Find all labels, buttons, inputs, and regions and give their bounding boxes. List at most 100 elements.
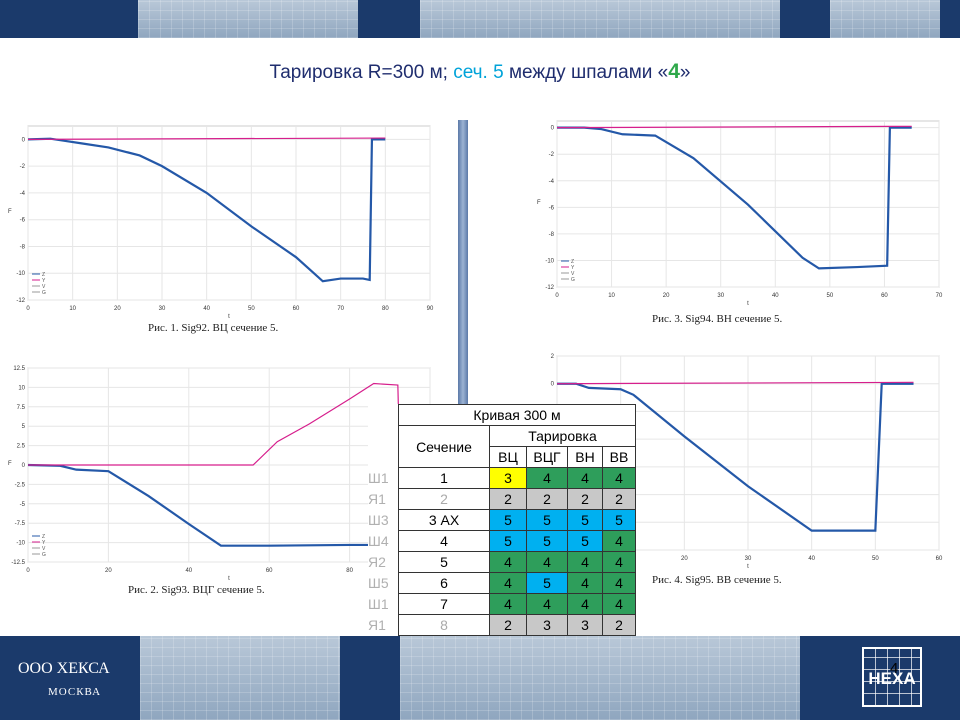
vertical-divider (458, 120, 468, 420)
title-section: сеч. 5 (453, 62, 504, 83)
cell-value: 4 (602, 467, 636, 489)
cell-value: 5 (526, 509, 568, 531)
y-tick-label: 2.5 (17, 444, 26, 450)
y-tick-label: -4 (20, 191, 26, 197)
y-tick-label: -12 (16, 298, 25, 304)
legend-label: V (571, 271, 575, 277)
x-tick-label: 20 (105, 568, 112, 574)
cell-value: 2 (526, 488, 568, 510)
header-calibration: Тарировка (489, 425, 636, 447)
y-tick-label: -10 (16, 271, 25, 277)
cell-value: 4 (489, 551, 527, 573)
row-label: Ш5 (368, 572, 399, 594)
cell-value: 3 (526, 614, 568, 636)
row-label: Ш1 (368, 467, 399, 489)
footer-mesh-left (140, 636, 340, 720)
x-tick-label: 30 (745, 556, 752, 562)
y-tick-label: 2 (551, 354, 555, 360)
slide-title: Тарировка R=300 м; сеч. 5 между шпалами … (0, 60, 960, 84)
row-section: 1 (398, 467, 490, 489)
row-label: Ш1 (368, 593, 399, 615)
cell-value: 5 (526, 572, 568, 594)
y-axis-label: F (8, 461, 12, 467)
y-tick-label: -8 (20, 244, 26, 250)
legend-label: Z (42, 534, 45, 540)
x-tick-label: 0 (555, 293, 559, 299)
caption-fig3: Рис. 3. Sig94. ВН сечение 5. (652, 313, 783, 325)
x-tick-label: 50 (248, 306, 255, 312)
cell-value: 4 (489, 593, 527, 615)
company-name: ООО ХЕКСА (18, 660, 110, 677)
chart-sig92: 0 10 20 30 40 50 60 70 80 90 0 -2 -4 -6 -8 -10 -12 t F Z Y V G (4, 120, 436, 320)
legend-label: Y (571, 265, 575, 271)
legend-label: G (571, 277, 575, 283)
bottom-banner (0, 636, 960, 720)
caption-fig4: Рис. 4. Sig95. ВВ сечение 5. (652, 574, 782, 586)
legend-label: Z (42, 272, 45, 278)
x-tick-label: 60 (293, 306, 300, 312)
cell-value: 2 (489, 488, 527, 510)
x-tick-label: 70 (337, 306, 344, 312)
x-axis-label: t (228, 314, 230, 320)
footer-mesh-center (400, 636, 800, 720)
x-tick-label: 40 (808, 556, 815, 562)
y-tick-label: -10 (545, 258, 554, 264)
legend-label: Y (42, 540, 46, 546)
cell-value: 5 (567, 530, 603, 552)
legend-label: V (42, 546, 46, 552)
cell-value: 4 (602, 593, 636, 615)
y-tick-label: 10 (18, 385, 25, 391)
series-line-Z (27, 137, 386, 283)
title-part3: между шпалами « (503, 62, 669, 83)
y-tick-label: -5 (20, 502, 26, 508)
row-section: 4 (398, 530, 490, 552)
y-axis-label: F (537, 200, 541, 206)
x-tick-label: 50 (827, 293, 834, 299)
cell-value: 4 (526, 593, 568, 615)
y-tick-label: -12.5 (11, 560, 25, 566)
cell-value: 4 (602, 530, 636, 552)
cell-value: 4 (567, 593, 603, 615)
page-number: 4 (890, 660, 899, 677)
y-tick-label: 0 (22, 137, 26, 143)
x-tick-label: 0 (26, 568, 30, 574)
cell-value: 5 (489, 509, 527, 531)
y-tick-label: -10 (16, 541, 25, 547)
series-line-Z (557, 126, 912, 270)
caption-fig1: Рис. 1. Sig92. ВЦ сечение 5. (148, 322, 279, 334)
row-section: 8 (398, 614, 490, 636)
table-row: Ш5 6 4 5 4 4 (368, 572, 636, 594)
y-tick-label: -2.5 (15, 482, 26, 488)
cell-value: 5 (567, 509, 603, 531)
header-vc: ВЦ (489, 446, 527, 468)
header-vv: ВВ (602, 446, 636, 468)
series-line-Z (557, 382, 914, 532)
x-axis-label: t (228, 576, 230, 582)
cell-value: 4 (567, 551, 603, 573)
chart-sig94: 0 10 20 30 40 50 60 70 0 -2 -4 -6 -8 -10 -12 t F Z Y V G (533, 115, 945, 307)
x-tick-label: 20 (114, 306, 121, 312)
cell-value: 3 (489, 467, 527, 489)
title-part1: Тарировка R=300 м; (269, 62, 454, 83)
y-tick-label: -6 (20, 218, 26, 224)
x-tick-label: 20 (681, 556, 688, 562)
table-corner (368, 404, 399, 426)
cell-value: 4 (567, 572, 603, 594)
cell-value: 5 (489, 530, 527, 552)
cell-value: 3 (567, 614, 603, 636)
calibration-table: Кривая 300 м Сечение Тарировка ВЦ ВЦГ ВН… (368, 404, 636, 636)
series-line-Y (27, 137, 386, 140)
row-label: Я1 (368, 614, 399, 636)
table-title: Кривая 300 м (398, 404, 636, 426)
header-vcg: ВЦГ (526, 446, 568, 468)
x-axis-label: t (747, 564, 749, 570)
legend-label: Y (42, 278, 46, 284)
cell-value: 4 (526, 551, 568, 573)
row-label: Я2 (368, 551, 399, 573)
table-row: Я1 2 2 2 2 2 (368, 488, 636, 510)
table-row: Я1 8 2 3 3 2 (368, 614, 636, 636)
cell-value: 4 (602, 572, 636, 594)
y-tick-label: -2 (549, 152, 555, 158)
legend-label: V (42, 284, 46, 290)
table-row: Ш1 1 3 4 4 4 (368, 467, 636, 489)
